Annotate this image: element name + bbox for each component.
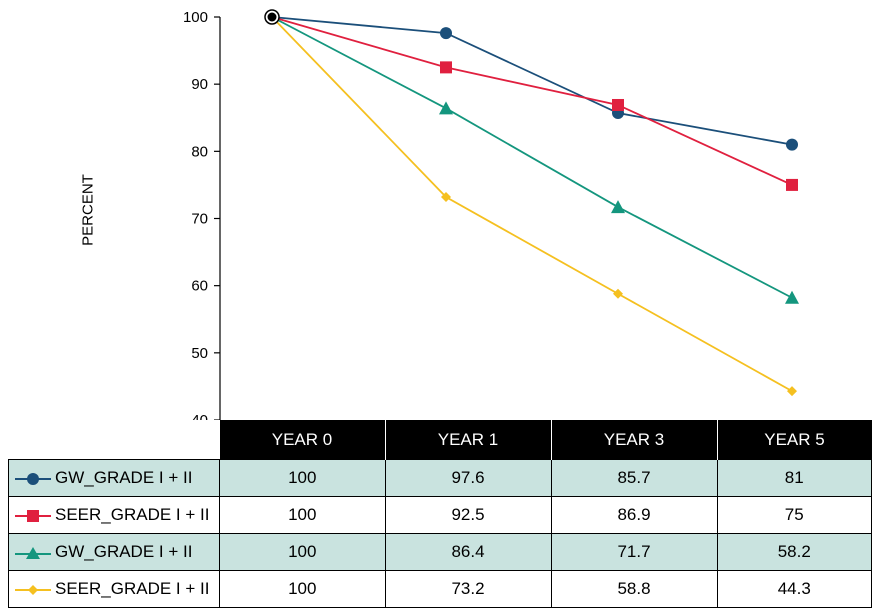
data-point bbox=[786, 178, 798, 191]
circle-marker-icon bbox=[15, 472, 51, 485]
data-point bbox=[440, 61, 452, 74]
y-tick-label: 60 bbox=[191, 278, 208, 295]
table-cell: 73.2 bbox=[384, 570, 552, 608]
series-name: SEER_GRADE I + II bbox=[55, 505, 210, 524]
table-cell: 58.2 bbox=[716, 533, 872, 571]
legend-cell: GW_GRADE I + II bbox=[8, 459, 220, 497]
table-header-row: YEAR 0 YEAR 1 YEAR 3 YEAR 5 bbox=[8, 420, 872, 460]
table-cell: 75 bbox=[716, 496, 872, 534]
table-cell: 100 bbox=[219, 570, 386, 608]
y-axis-label: PERCENT bbox=[79, 174, 97, 246]
table-cell: 97.6 bbox=[384, 459, 552, 497]
data-point bbox=[440, 27, 452, 40]
series-name: GW_GRADE I + II bbox=[55, 468, 193, 487]
table-row: GW_GRADE I + II 100 97.6 85.7 81 bbox=[8, 459, 872, 497]
table-cell: 92.5 bbox=[384, 496, 552, 534]
data-point bbox=[612, 98, 624, 111]
legend-cell: GW_GRADE I + II bbox=[8, 533, 220, 571]
data-table: YEAR 0 YEAR 1 YEAR 3 YEAR 5 GW_GRADE I +… bbox=[8, 420, 872, 608]
table-cell: 44.3 bbox=[716, 570, 872, 608]
table-cell: 100 bbox=[219, 533, 386, 571]
data-point bbox=[441, 192, 451, 203]
column-header: YEAR 0 bbox=[219, 420, 386, 460]
column-header: YEAR 3 bbox=[551, 420, 718, 460]
series-line bbox=[271, 16, 793, 186]
series-line bbox=[271, 16, 793, 146]
triangle-marker-icon bbox=[15, 546, 51, 559]
table-cell: 100 bbox=[219, 496, 386, 534]
table-cell: 85.7 bbox=[550, 459, 718, 497]
data-point bbox=[611, 200, 625, 214]
legend-cell: SEER_GRADE I + II bbox=[8, 570, 220, 608]
data-point bbox=[785, 290, 799, 304]
y-tick-label: 40 bbox=[191, 412, 208, 420]
series-name: SEER_GRADE I + II bbox=[55, 579, 210, 598]
table-row: SEER_GRADE I + II 100 73.2 58.8 44.3 bbox=[8, 570, 872, 608]
column-header: YEAR 1 bbox=[385, 420, 552, 460]
line-chart: 100 90 80 70 60 50 40 bbox=[183, 9, 799, 420]
y-tick-label: 90 bbox=[191, 76, 208, 93]
legend-cell: SEER_GRADE I + II bbox=[8, 496, 220, 534]
table-cell: 86.9 bbox=[550, 496, 718, 534]
y-tick-label: 80 bbox=[191, 143, 208, 160]
table-cell: 71.7 bbox=[550, 533, 718, 571]
table-cell: 100 bbox=[219, 459, 386, 497]
series-line bbox=[271, 16, 793, 299]
series-name: GW_GRADE I + II bbox=[55, 542, 193, 561]
table-cell: 81 bbox=[716, 459, 872, 497]
data-point bbox=[787, 386, 797, 397]
table-row: SEER_GRADE I + II 100 92.5 86.9 75 bbox=[8, 496, 872, 534]
column-header: YEAR 5 bbox=[717, 420, 872, 460]
data-point bbox=[613, 288, 623, 299]
y-tick-label: 100 bbox=[183, 9, 208, 26]
data-point bbox=[439, 101, 453, 115]
y-tick-label: 70 bbox=[191, 211, 208, 228]
square-marker-icon bbox=[15, 509, 51, 522]
table-corner bbox=[8, 420, 220, 460]
table-cell: 58.8 bbox=[550, 570, 718, 608]
data-point bbox=[267, 12, 277, 22]
table-cell: 86.4 bbox=[384, 533, 552, 571]
diamond-marker-icon bbox=[15, 584, 51, 595]
y-tick-label: 50 bbox=[191, 345, 208, 362]
data-point bbox=[786, 138, 798, 151]
series-line bbox=[271, 16, 793, 392]
table-row: GW_GRADE I + II 100 86.4 71.7 58.2 bbox=[8, 533, 872, 571]
